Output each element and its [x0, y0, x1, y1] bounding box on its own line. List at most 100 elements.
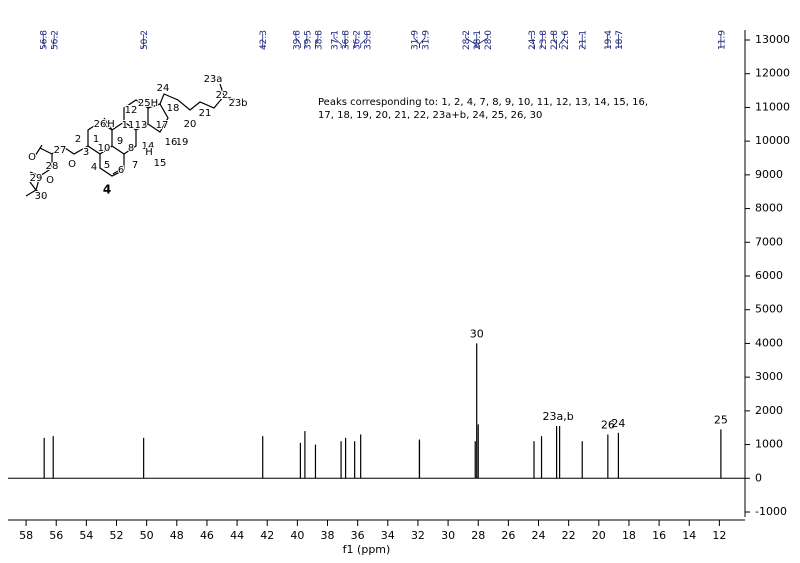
- peak-ppm-label: 36.2: [353, 30, 363, 50]
- y-tick-label: 2000: [755, 404, 783, 417]
- peak-ppm-label: 35.8: [364, 30, 374, 50]
- peak-annotation: 30: [470, 327, 484, 340]
- peak-ppm-label: 28.1: [473, 30, 483, 50]
- x-tick-label: 26: [501, 529, 515, 542]
- peak-ppm-label: 24.3: [528, 30, 538, 50]
- peak-ppm-label: 31.9: [421, 30, 431, 50]
- peak-ppm-label: 22.8: [550, 30, 560, 50]
- x-tick-label: 12: [712, 529, 726, 542]
- atom-label: 14: [142, 141, 155, 152]
- atom-label: 22: [216, 90, 229, 101]
- y-tick-label: 12000: [755, 67, 790, 80]
- peak-annotation: 23a,b: [543, 410, 574, 423]
- y-tick-label: 13000: [755, 33, 790, 46]
- x-tick-label: 54: [79, 529, 93, 542]
- atom-label: 5: [104, 160, 110, 171]
- peak-ppm-label: 11.9: [717, 30, 727, 50]
- compound-number: 4: [103, 183, 111, 197]
- y-tick-label: 11000: [755, 100, 790, 113]
- y-tick-label: 5000: [755, 303, 783, 316]
- peak-ppm-label: 42.3: [259, 30, 269, 50]
- annotation-text: Peaks corresponding to: 1, 2, 4, 7, 8, 9…: [318, 97, 648, 108]
- annotation-text: 17, 18, 19, 20, 21, 22, 23a+b, 24, 25, 2…: [318, 110, 542, 121]
- peak-connector: [553, 34, 558, 48]
- x-tick-label: 28: [471, 529, 485, 542]
- peak-connector: [419, 34, 426, 48]
- peak-connector: [541, 34, 543, 48]
- peak-ppm-label: 56.2: [51, 30, 61, 50]
- peak-ppm-label: 37.1: [331, 30, 341, 50]
- molecule-bonds: [25, 83, 237, 197]
- y-tick-label: 0: [755, 471, 762, 484]
- atom-label: 16: [165, 137, 178, 148]
- x-tick-label: 40: [290, 529, 304, 542]
- peak-ppm-label: 56.8: [40, 30, 50, 50]
- atom-label: 26: [94, 119, 107, 130]
- peak-annotation: 24: [611, 417, 625, 430]
- peak-connector: [42, 34, 45, 48]
- x-tick-label: 56: [49, 529, 63, 542]
- atom-label: 13: [135, 120, 148, 131]
- peak-connector: [559, 34, 565, 48]
- peak-ppm-label: 18.7: [615, 30, 625, 50]
- peak-connector: [531, 34, 535, 48]
- atom-label: 10: [98, 143, 111, 154]
- y-tick-label: 8000: [755, 202, 783, 215]
- x-tick-label: 18: [622, 529, 636, 542]
- x-tick-label: 48: [170, 529, 184, 542]
- x-tick-label: 20: [592, 529, 606, 542]
- atom-label: 23b: [228, 98, 247, 109]
- peak-ppm-label: 28.0: [484, 30, 494, 50]
- x-tick-label: 32: [411, 529, 425, 542]
- atom-label: 8: [128, 143, 134, 154]
- x-tick-label: 38: [321, 529, 335, 542]
- y-tick-label: 4000: [755, 336, 783, 349]
- peak-ppm-label: 38.8: [314, 30, 324, 50]
- peak-connector: [354, 34, 357, 48]
- peak-ppm-label: 22.6: [561, 30, 571, 50]
- x-tick-label: 50: [140, 529, 154, 542]
- atom-label: 25H: [138, 98, 158, 109]
- y-tick-label: 9000: [755, 168, 783, 181]
- atom-label: 30: [35, 191, 48, 202]
- y-tick-label: 10000: [755, 134, 790, 147]
- peak-annotation: 26: [601, 418, 615, 431]
- x-tick-label: 36: [351, 529, 365, 542]
- y-tick-label: 6000: [755, 269, 783, 282]
- atom-label: 17: [156, 120, 169, 131]
- atom-label: 21: [199, 108, 212, 119]
- atom-label: 23a: [204, 74, 223, 85]
- atom-label: 15: [154, 158, 167, 169]
- peak-ppm-label: 39.8: [292, 30, 302, 50]
- atom-label: O: [28, 152, 36, 163]
- x-tick-label: 52: [110, 529, 124, 542]
- atom-label: H: [107, 119, 115, 130]
- atom-label: 6: [118, 165, 124, 176]
- atom-label: 12: [125, 105, 138, 116]
- peak-connector: [333, 34, 342, 48]
- atom-label: O: [46, 175, 54, 186]
- y-tick-label: 7000: [755, 235, 783, 248]
- peak-ppm-label: 39.5: [303, 30, 313, 50]
- atom-label: 20: [184, 119, 197, 130]
- atom-label: 7: [132, 160, 138, 171]
- atom-label: 19: [176, 137, 189, 148]
- peak-ppm-label: 21.1: [579, 30, 589, 50]
- atom-label: 9: [117, 136, 123, 147]
- x-axis-label: f1 (ppm): [343, 543, 391, 556]
- atom-label: 29: [30, 173, 43, 184]
- x-tick-label: 30: [441, 529, 455, 542]
- x-tick-label: 58: [19, 529, 33, 542]
- atom-label: 2: [75, 134, 81, 145]
- x-tick-label: 46: [200, 529, 214, 542]
- atom-label: 11: [122, 120, 135, 131]
- peak-connector: [52, 34, 55, 48]
- atom-label: 4: [91, 162, 97, 173]
- peak-connector: [344, 34, 347, 48]
- atom-label: H: [145, 147, 153, 158]
- x-tick-label: 34: [381, 529, 395, 542]
- atom-label: 3: [83, 147, 89, 158]
- peak-connector: [465, 34, 476, 48]
- y-tick-label: 1000: [755, 438, 783, 451]
- atom-label: 28: [46, 161, 59, 172]
